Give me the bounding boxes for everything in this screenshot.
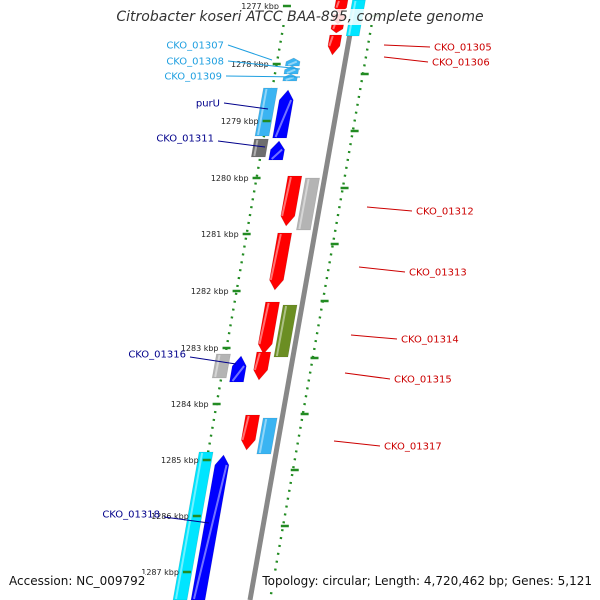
gene-leader-line <box>227 60 301 70</box>
tick-label: 1286 kbp <box>151 512 189 521</box>
tick-label: 1284 kbp <box>171 400 209 409</box>
gene-feature-shine <box>258 418 268 454</box>
gene-feature-shine <box>335 0 340 9</box>
gene-label-cko-01313[interactable]: CKO_01313 <box>409 268 467 279</box>
gene-label-cko-01316[interactable]: CKO_01316 <box>128 350 186 361</box>
gene-leader-line <box>333 440 381 447</box>
gene-feature-blue-l <box>268 140 285 161</box>
gene-feature-shine <box>258 302 270 345</box>
gene-feature-blue-j <box>272 89 294 139</box>
gene-feature-darkgray-k <box>250 138 269 158</box>
gene-label-cko-01317[interactable]: CKO_01317 <box>384 442 442 453</box>
genome-backbone <box>247 0 359 600</box>
tick-label: 1278 kbp <box>231 60 269 69</box>
tick-label: 1279 kbp <box>221 117 259 126</box>
tick-label: 1285 kbp <box>161 456 199 465</box>
gene-label-cko-01305[interactable]: CKO_01305 <box>434 43 492 54</box>
gene-leader-line <box>366 206 413 212</box>
gene-label-layer: CKO_01305 CKO_01306 CKO_01307 CKO_01308 CKO_… <box>102 41 492 524</box>
gene-feature-cyan-w <box>172 451 214 600</box>
genome-summary-text: Topology: circular; Length: 4,720,462 bp… <box>262 574 592 588</box>
gene-label-cko-01309[interactable]: CKO_01309 <box>164 72 222 83</box>
gene-feature-shine <box>271 148 283 160</box>
feature-layer <box>172 0 366 600</box>
gene-label-cko-01308[interactable]: CKO_01308 <box>166 57 224 68</box>
gene-feature-shine <box>328 35 334 47</box>
gene-leader-line <box>217 140 266 148</box>
gene-feature-shine <box>269 233 282 281</box>
gene-feature-sky-f <box>284 57 301 67</box>
gene-label-cko-01314[interactable]: CKO_01314 <box>401 335 459 346</box>
gene-feature-shine <box>193 464 228 600</box>
tick-label: 1282 kbp <box>191 287 229 296</box>
gene-leader-line <box>163 516 210 524</box>
gene-leader-line <box>225 75 301 78</box>
tick-label: 1281 kbp <box>201 230 239 239</box>
gene-leader-line <box>227 44 273 61</box>
gene-leader-line <box>344 372 391 380</box>
gene-label-cko-01311[interactable]: CKO_01311 <box>156 134 214 145</box>
gene-feature-gray-n <box>296 177 320 231</box>
gene-label-puru[interactable]: purU <box>196 99 220 110</box>
gene-feature-red-r <box>253 351 272 381</box>
gene-feature-red-p <box>257 301 280 355</box>
gene-feature-blue-x <box>190 454 230 600</box>
gene-feature-shine <box>175 452 204 600</box>
gene-feature-olive-q <box>273 304 298 358</box>
gene-feature-gray-s <box>211 353 231 379</box>
gene-feature-shine <box>286 68 296 74</box>
tick-label: 1280 kbp <box>211 174 249 183</box>
gene-label-cko-01315[interactable]: CKO_01315 <box>394 375 452 386</box>
gene-feature-shine <box>214 354 221 378</box>
gene-leader-line <box>383 44 431 48</box>
gene-feature-shine <box>275 305 288 357</box>
gene-feature-shine <box>287 60 298 66</box>
gene-feature-red-u <box>240 414 261 451</box>
gene-feature-shine <box>253 352 261 371</box>
dotted-ruler-right <box>268 24 373 600</box>
gene-leader-line <box>383 56 429 63</box>
gene-feature-red-e <box>327 34 343 56</box>
tick-label: 1283 kbp <box>181 344 219 353</box>
tick-layer: 1277 kbp 1278 kbp 1279 kbp 1280 kbp 1281 kbp… <box>141 2 379 584</box>
gene-leader-line <box>223 102 269 110</box>
gene-leader-line <box>350 334 398 340</box>
tick-label: 1287 kbp <box>141 568 179 577</box>
gene-label-cko-01318[interactable]: CKO_01318 <box>102 510 160 521</box>
gene-feature-sky-i <box>254 87 278 137</box>
gene-feature-red-o <box>269 232 293 291</box>
gene-feature-shine <box>285 76 295 81</box>
gene-label-cko-01306[interactable]: CKO_01306 <box>432 58 490 69</box>
gene-feature-sky-v <box>256 417 278 455</box>
accession-text: Accession: NC_009792 <box>9 574 146 588</box>
gene-feature-shine <box>281 176 292 217</box>
map-title: Citrobacter koseri ATCC BAA-895, complet… <box>0 9 600 25</box>
gene-leader-line <box>189 356 237 365</box>
gene-feature-shine <box>231 365 245 382</box>
gene-label-cko-01307[interactable]: CKO_01307 <box>166 41 224 52</box>
tick-label: 1277 kbp <box>241 2 279 11</box>
gene-feature-shine <box>298 178 310 230</box>
gene-feature-shine <box>241 415 250 441</box>
gene-feature-blue-t <box>229 355 247 383</box>
gene-feature-shine <box>253 139 259 157</box>
gene-feature-shine <box>332 24 336 30</box>
gene-leader-line <box>358 266 406 273</box>
gene-feature-shine <box>257 88 268 136</box>
gene-feature-shine <box>274 99 293 138</box>
gene-feature-red-m <box>280 175 303 227</box>
gene-label-cko-01312[interactable]: CKO_01312 <box>416 207 474 218</box>
